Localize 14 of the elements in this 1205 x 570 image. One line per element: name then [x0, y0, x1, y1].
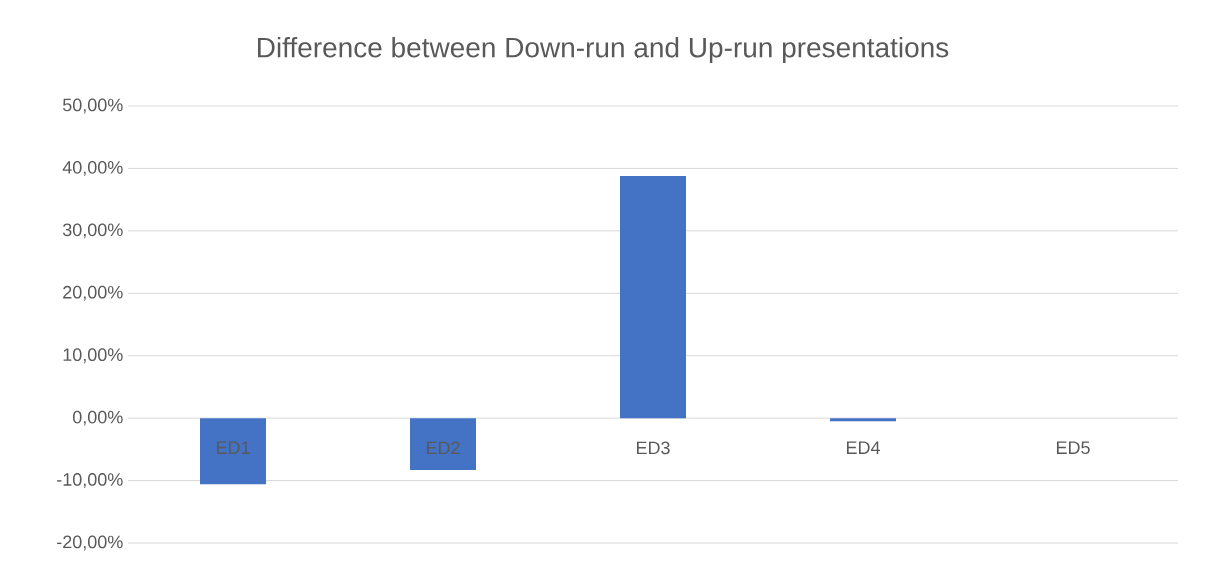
x-tick-label: ED3: [636, 441, 670, 455]
y-tick-label: -20,00%: [57, 535, 123, 551]
y-tick-label: 0,00%: [72, 410, 123, 426]
x-tick-label: ED4: [846, 441, 880, 454]
x-tick-label: ED1: [216, 441, 250, 454]
y-tick-label: 30,00%: [62, 223, 123, 239]
chart-title: Difference between Down-run and Up-run presentations: [258, 36, 949, 64]
y-tick-label: -10,00%: [57, 473, 123, 488]
y-tick-label: 50,00%: [62, 98, 123, 114]
y-tick-label: 40,00%: [62, 160, 123, 176]
y-tick-label: 10,00%: [63, 348, 123, 364]
x-tick-label: ED2: [426, 441, 460, 455]
x-tick-label: ED5: [1056, 441, 1090, 455]
y-tick-label: 20,00%: [63, 285, 123, 301]
